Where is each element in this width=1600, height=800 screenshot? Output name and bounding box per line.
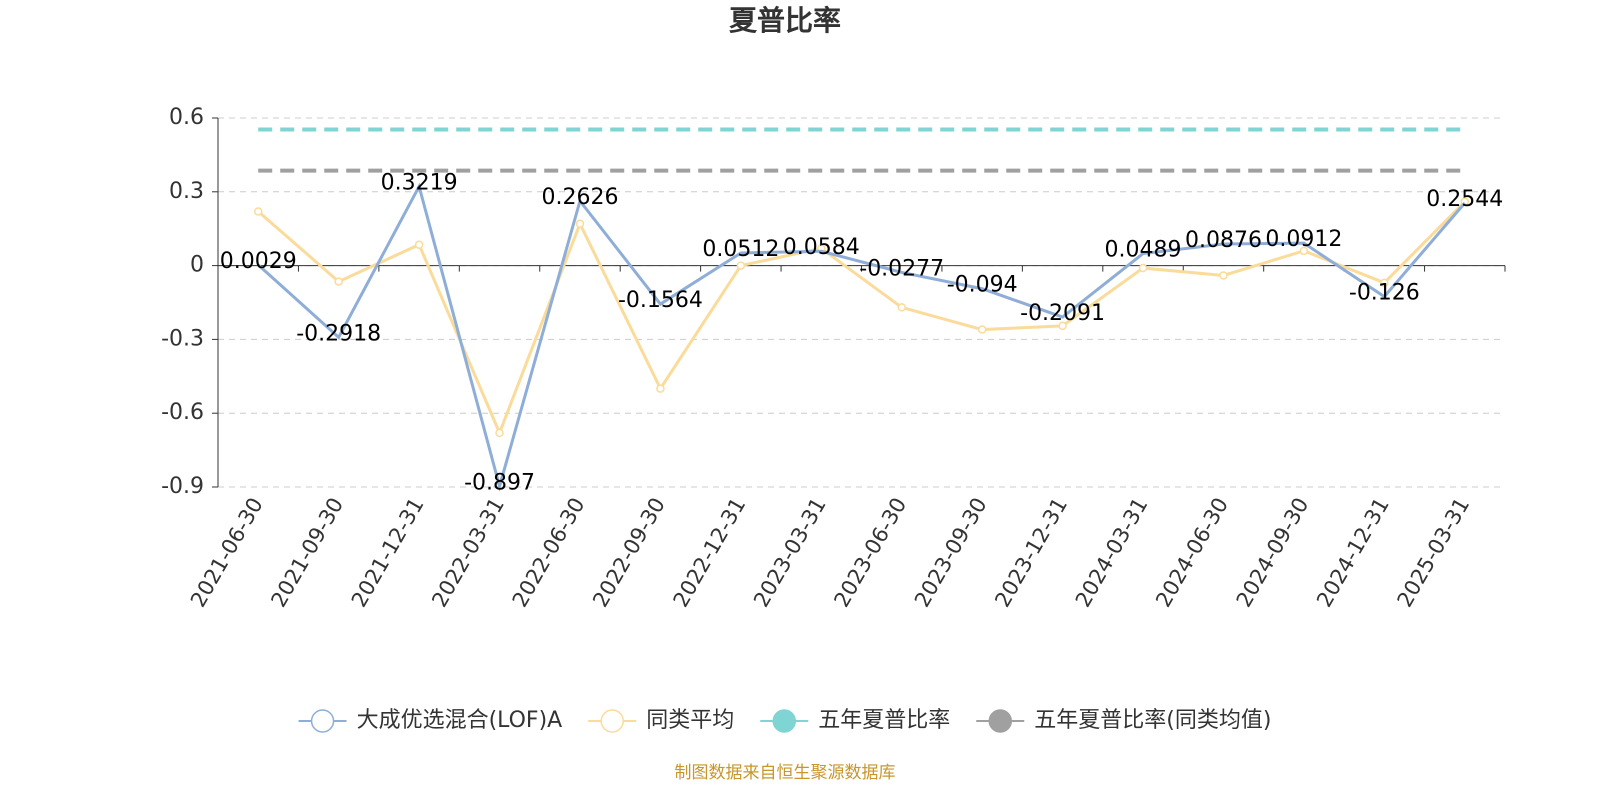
data-label: 0.0584 <box>783 235 860 260</box>
data-label: -0.0277 <box>859 256 944 281</box>
x-tick-label: 2023-03-31 <box>749 494 831 612</box>
data-label: 0.2626 <box>541 185 618 210</box>
x-tick-label: 2022-03-31 <box>427 494 509 612</box>
point <box>1380 278 1389 288</box>
point <box>1299 246 1309 256</box>
legend-item: 五年夏普比率(同类均值) <box>976 708 1271 733</box>
x-tick-label: 2024-06-30 <box>1151 494 1233 612</box>
point <box>575 219 585 229</box>
point <box>1219 271 1228 280</box>
data-label: -0.2091 <box>1020 301 1105 326</box>
data-label: 0.3219 <box>381 170 458 195</box>
y-tick-label: -0.3 <box>161 326 204 351</box>
data-label: 0.0876 <box>1185 228 1262 253</box>
data-label: -0.897 <box>464 470 535 495</box>
data-label: 0.0489 <box>1105 238 1182 263</box>
chart-title: 夏普比率 <box>729 4 841 37</box>
y-tick-label: 0.3 <box>169 179 204 204</box>
y-tick-label: -0.9 <box>161 474 204 499</box>
data-label: 0.2544 <box>1426 187 1503 212</box>
y-tick-label: -0.6 <box>161 400 204 425</box>
x-tick-label: 2023-06-30 <box>829 494 911 612</box>
point <box>1058 321 1067 331</box>
point <box>897 303 906 312</box>
data-label: -0.2918 <box>296 321 381 346</box>
legend-label: 五年夏普比率(同类均值) <box>1034 708 1271 733</box>
x-tick-label: 2022-12-31 <box>669 494 751 612</box>
y-tick-label: 0 <box>190 253 204 278</box>
legend-label: 大成优选混合(LOF)A <box>357 708 563 733</box>
point <box>1138 263 1148 273</box>
point <box>977 325 987 334</box>
legend-label: 同类平均 <box>646 708 734 733</box>
point <box>656 384 665 393</box>
x-tick-label: 2022-09-30 <box>588 494 670 612</box>
point <box>495 428 504 438</box>
point <box>253 207 263 216</box>
legend-marker <box>600 709 624 733</box>
data-label: 0.0029 <box>220 249 297 274</box>
point <box>334 277 343 286</box>
legend-item: 大成优选混合(LOF)A <box>298 708 563 733</box>
x-tick-label: 2024-03-31 <box>1071 494 1153 612</box>
x-tick-label: 2024-12-31 <box>1312 494 1394 612</box>
x-tick-label: 2023-09-30 <box>910 494 992 612</box>
legend-item: 同类平均 <box>588 708 734 733</box>
x-tick-label: 2021-09-30 <box>266 494 348 612</box>
legend-label: 五年夏普比率 <box>818 708 950 733</box>
x-tick-label: 2024-09-30 <box>1232 494 1314 612</box>
legend-item: 五年夏普比率 <box>760 708 950 733</box>
legend: 大成优选混合(LOF)A 同类平均 五年夏普比率 五年夏普比率(同类均值) <box>298 708 1271 733</box>
data-label: -0.094 <box>947 273 1018 298</box>
source-note: 制图数据来自恒生聚源数据库 <box>675 763 896 783</box>
point <box>736 261 746 270</box>
series-line <box>257 182 1466 492</box>
legend-marker <box>310 709 335 733</box>
point <box>414 240 424 249</box>
x-tick-label: 2021-12-31 <box>347 494 429 612</box>
data-label: 0.0912 <box>1265 227 1342 252</box>
y-tick-label: 0.6 <box>169 105 204 130</box>
x-tick-label: 2025-03-31 <box>1392 494 1474 612</box>
data-label: -0.1564 <box>618 288 703 313</box>
legend-marker <box>772 709 796 733</box>
x-tick-label: 2023-12-31 <box>990 494 1072 612</box>
data-label: -0.126 <box>1349 281 1420 306</box>
x-tick-label: 2021-06-30 <box>186 494 268 612</box>
legend-marker <box>988 709 1013 733</box>
data-label: 0.0512 <box>702 237 779 262</box>
x-tick-label: 2022-06-30 <box>508 494 590 612</box>
